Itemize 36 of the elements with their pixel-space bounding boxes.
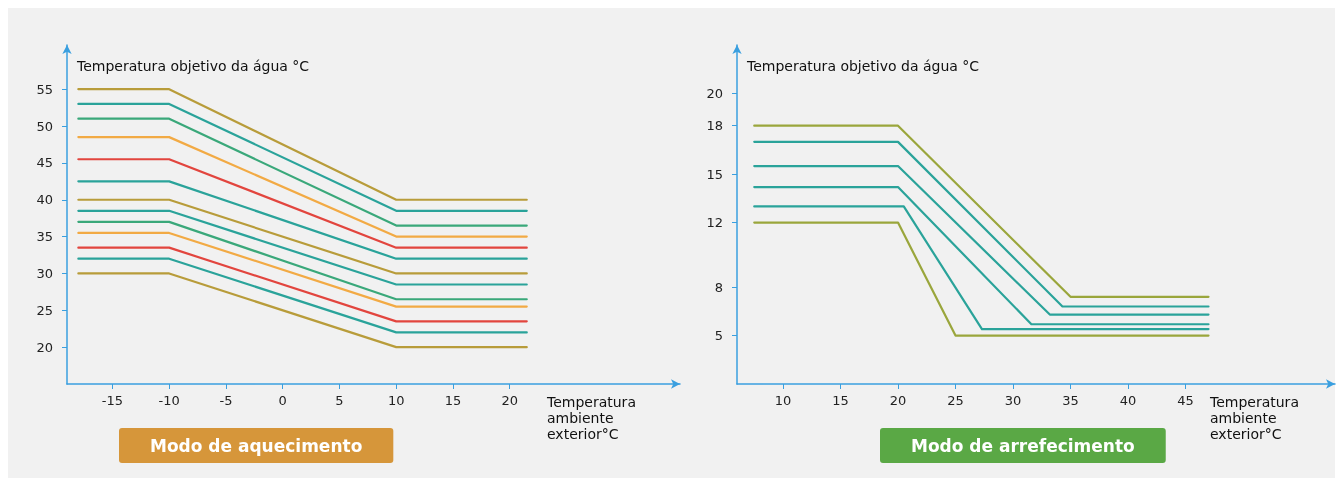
x-tick-label: 5 [335,393,344,408]
y-tick-label: 12 [706,215,723,231]
y-tick-label: 25 [36,302,53,318]
y-tick-label: 18 [706,118,723,134]
y-tick-label: 35 [36,229,53,245]
x-tick-label: 20 [889,393,907,408]
y-tick-label: 15 [706,166,723,182]
x-tick-label: 20 [501,393,518,408]
y-tick-label: 8 [714,279,723,295]
x-tick-label: -10 [158,393,180,408]
x-tick-label: 10 [387,393,405,408]
x-tick-label: 25 [947,393,964,408]
y-tick-label: 20 [36,339,53,355]
x-tick-label: 45 [1177,393,1194,408]
y-tick-label: 50 [36,118,53,134]
y-tick-label: 40 [36,192,53,208]
x-tick-label: -5 [219,393,233,408]
x-tick-label: 30 [1004,393,1022,408]
y-tick-label: 5 [714,328,723,344]
x-tick-label: 10 [774,393,792,408]
text: Modo de aquecimento [150,435,363,456]
x-tick-label: 35 [1062,393,1079,408]
x-tick-label: 15 [444,393,462,408]
y-tick-label: 45 [36,155,53,171]
x-axis-title: Temperatura ambiente exterior°C [546,394,636,442]
x-tick-label: 0 [278,393,287,408]
x-tick-label: 15 [832,393,849,408]
y-axis-title: Temperatura objetivo da água °C [76,58,310,74]
y-axis-title: Temperatura objetivo da água °C [746,58,980,74]
y-tick-label: 30 [36,265,53,281]
text: Modo de arrefecimento [911,435,1135,456]
x-axis-title: Temperatura ambiente exterior°C [1209,394,1299,442]
x-tick-label: 40 [1119,393,1137,408]
x-tick-label: -15 [101,393,124,408]
y-tick-label: 20 [706,85,723,101]
y-tick-label: 55 [36,81,53,97]
